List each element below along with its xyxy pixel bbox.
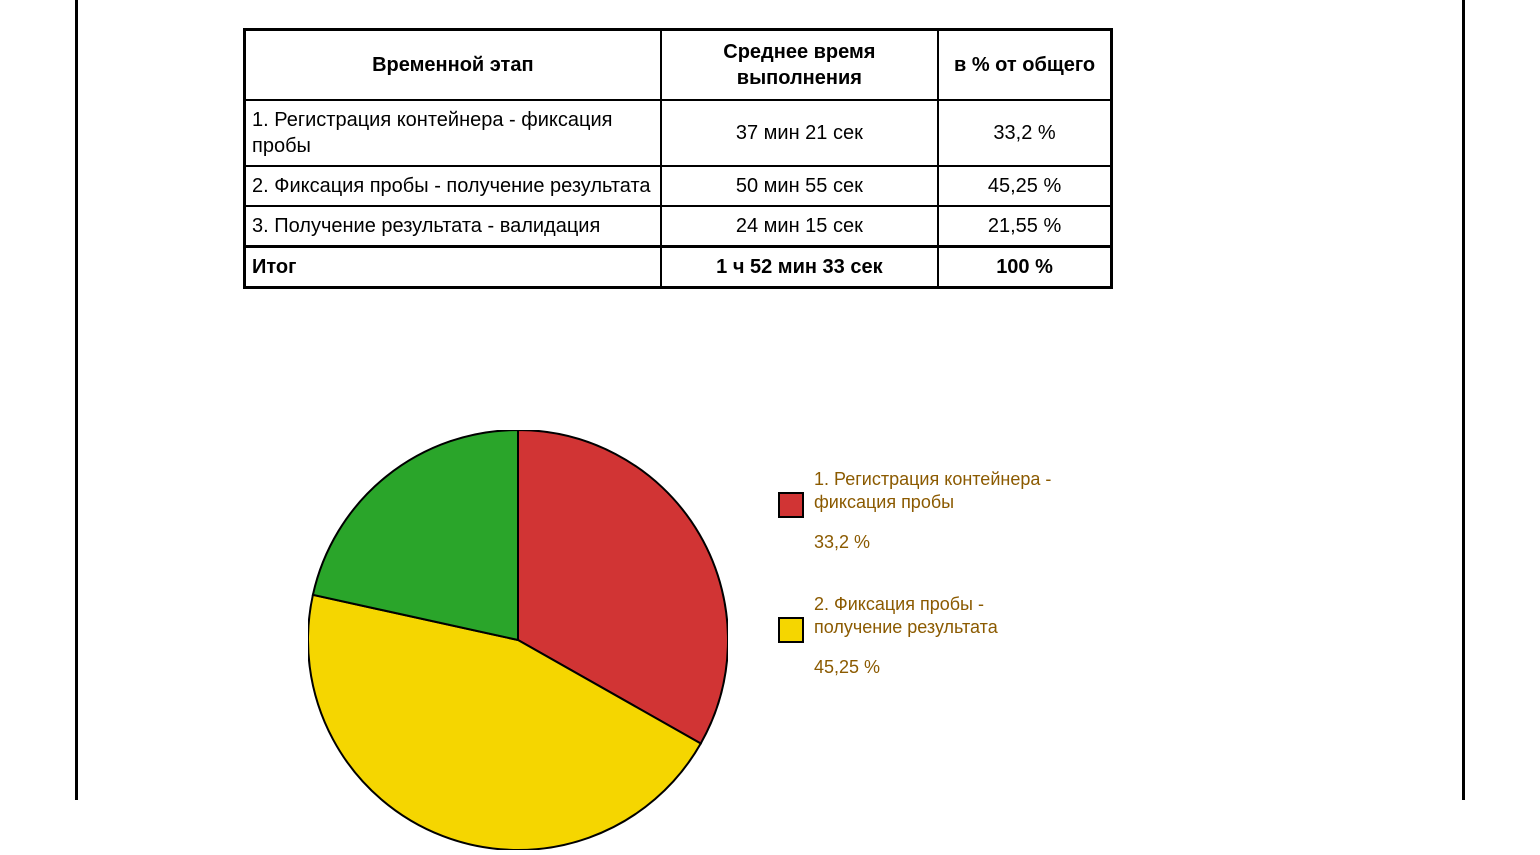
cell-stage: 1. Регистрация контейнера - фиксация про… [245, 100, 661, 166]
cell-stage: 2. Фиксация пробы - получение результата [245, 166, 661, 206]
cell-time: 50 мин 55 сек [661, 166, 938, 206]
cell-time: 24 мин 15 сек [661, 206, 938, 247]
table-row: 3. Получение результата - валидация 24 м… [245, 206, 1112, 247]
table-row: 2. Фиксация пробы - получение результата… [245, 166, 1112, 206]
legend-swatch [778, 617, 804, 643]
cell-time: 37 мин 21 сек [661, 100, 938, 166]
legend-pct: 33,2 % [814, 532, 1058, 553]
cell-pct: 33,2 % [938, 100, 1111, 166]
legend-item: 2. Фиксация пробы - получение результата… [778, 593, 1058, 678]
pie-chart [308, 430, 728, 855]
table-header-row: Временной этап Среднее время выполнения … [245, 30, 1112, 101]
table-header-time: Среднее время выполнения [661, 30, 938, 101]
table-header-stage: Временной этап [245, 30, 661, 101]
legend-label: 2. Фиксация пробы - получение результата [814, 593, 1058, 638]
cell-total-pct: 100 % [938, 247, 1111, 288]
timing-table-container: Временной этап Среднее время выполнения … [243, 28, 1113, 289]
legend-label: 1. Регистрация контейнера - фиксация про… [814, 468, 1058, 513]
table-row-total: Итог 1 ч 52 мин 33 сек 100 % [245, 247, 1112, 288]
cell-total-time: 1 ч 52 мин 33 сек [661, 247, 938, 288]
pie-legend: 1. Регистрация контейнера - фиксация про… [778, 468, 1058, 718]
cell-pct: 45,25 % [938, 166, 1111, 206]
table-header-pct: в % от общего [938, 30, 1111, 101]
table-row: 1. Регистрация контейнера - фиксация про… [245, 100, 1112, 166]
timing-table: Временной этап Среднее время выполнения … [243, 28, 1113, 289]
document-frame: Временной этап Среднее время выполнения … [75, 0, 1465, 800]
legend-swatch [778, 492, 804, 518]
cell-stage: 3. Получение результата - валидация [245, 206, 661, 247]
legend-pct: 45,25 % [814, 657, 1058, 678]
cell-pct: 21,55 % [938, 206, 1111, 247]
cell-total-stage: Итог [245, 247, 661, 288]
legend-item: 1. Регистрация контейнера - фиксация про… [778, 468, 1058, 553]
pie-chart-area: 1. Регистрация контейнера - фиксация про… [248, 430, 1148, 800]
pie-svg [308, 430, 728, 850]
